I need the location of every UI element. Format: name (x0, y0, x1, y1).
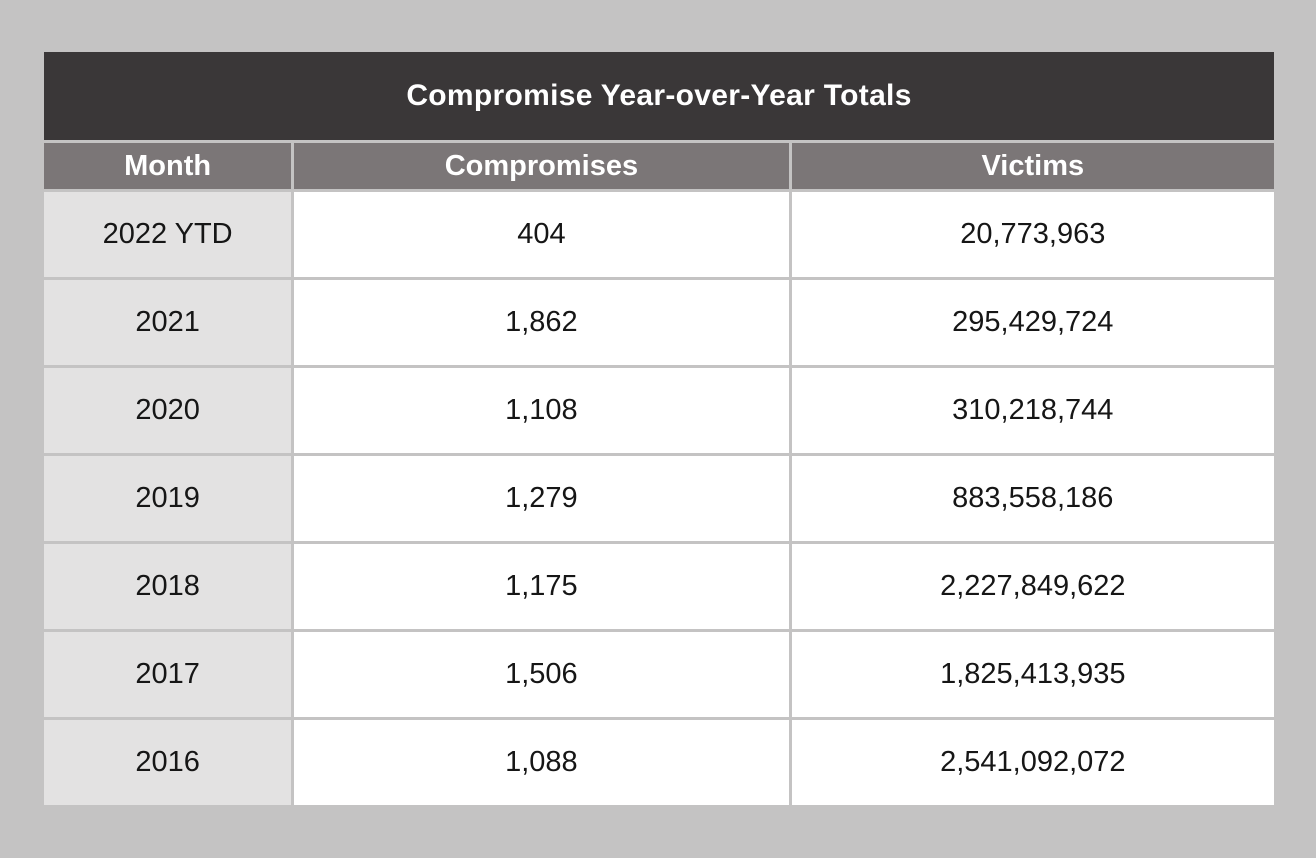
table-row: 2018 1,175 2,227,849,622 (44, 544, 1274, 629)
cell-victims: 20,773,963 (791, 192, 1274, 277)
table-row: 2016 1,088 2,541,092,072 (44, 720, 1274, 805)
cell-month: 2017 (44, 632, 292, 717)
cell-victims: 310,218,744 (791, 368, 1274, 453)
cell-victims: 2,227,849,622 (791, 544, 1274, 629)
cell-month: 2021 (44, 280, 292, 365)
column-header-month: Month (44, 143, 292, 189)
title-row: Compromise Year-over-Year Totals (44, 52, 1274, 140)
cell-month: 2022 YTD (44, 192, 292, 277)
cell-compromises: 1,175 (294, 544, 789, 629)
table-row: 2019 1,279 883,558,186 (44, 456, 1274, 541)
yoy-totals-table: Compromise Year-over-Year Totals Month C… (41, 49, 1277, 808)
cell-victims: 883,558,186 (791, 456, 1274, 541)
cell-compromises: 404 (294, 192, 789, 277)
cell-victims: 2,541,092,072 (791, 720, 1274, 805)
table-title: Compromise Year-over-Year Totals (44, 52, 1274, 140)
cell-compromises: 1,862 (294, 280, 789, 365)
column-header-compromises: Compromises (294, 143, 789, 189)
cell-compromises: 1,279 (294, 456, 789, 541)
table-row: 2021 1,862 295,429,724 (44, 280, 1274, 365)
cell-compromises: 1,108 (294, 368, 789, 453)
table-row: 2022 YTD 404 20,773,963 (44, 192, 1274, 277)
table-row: 2017 1,506 1,825,413,935 (44, 632, 1274, 717)
cell-month: 2016 (44, 720, 292, 805)
cell-month: 2019 (44, 456, 292, 541)
cell-compromises: 1,088 (294, 720, 789, 805)
cell-compromises: 1,506 (294, 632, 789, 717)
table-row: 2020 1,108 310,218,744 (44, 368, 1274, 453)
column-header-victims: Victims (791, 143, 1274, 189)
cell-month: 2018 (44, 544, 292, 629)
cell-victims: 1,825,413,935 (791, 632, 1274, 717)
cell-month: 2020 (44, 368, 292, 453)
header-row: Month Compromises Victims (44, 143, 1274, 189)
yoy-totals-table-container: Compromise Year-over-Year Totals Month C… (41, 49, 1277, 808)
cell-victims: 295,429,724 (791, 280, 1274, 365)
table-body: 2022 YTD 404 20,773,963 2021 1,862 295,429,72… (44, 192, 1274, 805)
